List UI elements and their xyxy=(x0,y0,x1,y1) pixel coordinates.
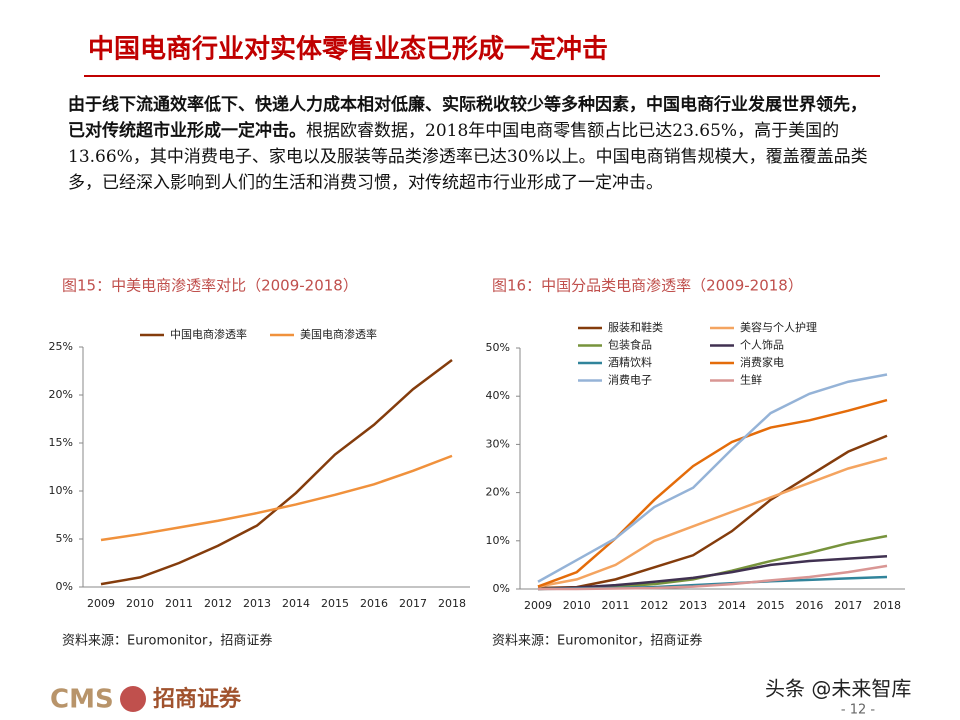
x-tick-label: 2015 xyxy=(757,599,785,612)
series-line xyxy=(537,373,888,583)
y-tick-label: 10% xyxy=(49,484,73,497)
chart-caption: 图15：中美电商渗透率对比（2009-2018） xyxy=(62,277,358,295)
y-tick-label: 5% xyxy=(56,532,73,545)
x-tick-label: 2014 xyxy=(282,597,310,610)
legend-label: 包装食品 xyxy=(608,338,652,352)
series-line xyxy=(100,358,453,586)
body-normal: 根据欧睿数据，2018年中国电商零售额占比已达23.65%，高于美国的13.66… xyxy=(68,121,868,193)
x-tick-label: 2015 xyxy=(321,597,349,610)
y-tick-label: 0% xyxy=(56,580,73,593)
legend-label: 消费电子 xyxy=(608,373,652,387)
legend-label: 美国电商渗透率 xyxy=(300,327,377,341)
series-line xyxy=(537,456,888,588)
series-line xyxy=(538,564,888,591)
y-tick-label: 25% xyxy=(49,340,73,353)
legend-label: 中国电商渗透率 xyxy=(170,327,247,341)
y-tick-label: 20% xyxy=(49,388,73,401)
legend-label: 酒精饮料 xyxy=(608,355,652,369)
x-tick-label: 2009 xyxy=(87,597,115,610)
page-number: - 12 - xyxy=(841,703,875,718)
chart-caption: 图16：中国分品类电商渗透率（2009-2018） xyxy=(492,277,803,295)
x-tick-label: 2016 xyxy=(360,597,388,610)
series-line xyxy=(537,554,888,591)
x-tick-label: 2017 xyxy=(399,597,427,610)
body-text: 由于线下流通效率低下、快递人力成本相对低廉、实际税收较少等多种因素，中国电商行业… xyxy=(68,92,883,196)
y-tick-label: 30% xyxy=(486,437,510,450)
x-tick-label: 2013 xyxy=(243,597,271,610)
legend-label: 服装和鞋类 xyxy=(608,320,663,334)
legend-label: 个人饰品 xyxy=(740,338,784,352)
y-tick-label: 50% xyxy=(486,341,510,354)
x-tick-label: 2016 xyxy=(795,599,823,612)
chart-source: 资料来源：Euromonitor，招商证券 xyxy=(492,633,702,649)
x-tick-label: 2011 xyxy=(602,599,630,612)
x-tick-label: 2018 xyxy=(438,597,466,610)
slide-title: 中国电商行业对实体零售业态已形成一定冲击 xyxy=(88,34,608,65)
series-line xyxy=(537,575,888,591)
series-line xyxy=(537,434,888,590)
x-tick-label: 2010 xyxy=(126,597,154,610)
x-tick-label: 2010 xyxy=(563,599,591,612)
series-line xyxy=(537,398,888,588)
legend-label: 美容与个人护理 xyxy=(740,320,817,334)
series-line xyxy=(100,454,453,542)
x-tick-label: 2017 xyxy=(834,599,862,612)
watermark: 头条 @未来智库 xyxy=(765,677,911,701)
x-tick-label: 2011 xyxy=(165,597,193,610)
x-tick-label: 2012 xyxy=(640,599,668,612)
y-tick-label: 10% xyxy=(486,534,510,547)
x-tick-label: 2013 xyxy=(679,599,707,612)
y-tick-label: 15% xyxy=(49,436,73,449)
chart-source: 资料来源：Euromonitor，招商证券 xyxy=(62,633,272,649)
y-tick-label: 0% xyxy=(493,582,510,595)
company-name: 招商证券 xyxy=(153,686,242,712)
x-tick-label: 2014 xyxy=(718,599,746,612)
y-tick-label: 40% xyxy=(486,389,510,402)
logo-text: CMS xyxy=(50,685,114,715)
y-tick-label: 20% xyxy=(486,486,510,499)
legend-label: 消费家电 xyxy=(740,355,784,369)
body-bold: 由于线下流通效率低下、快递人力成本相对低廉、实际税收较少等多种因素，中国电商行业… xyxy=(68,95,867,141)
x-tick-label: 2012 xyxy=(204,597,232,610)
logo-mark xyxy=(120,686,146,712)
x-tick-label: 2018 xyxy=(873,599,901,612)
x-tick-label: 2009 xyxy=(524,599,552,612)
legend-label: 生鲜 xyxy=(740,373,762,387)
